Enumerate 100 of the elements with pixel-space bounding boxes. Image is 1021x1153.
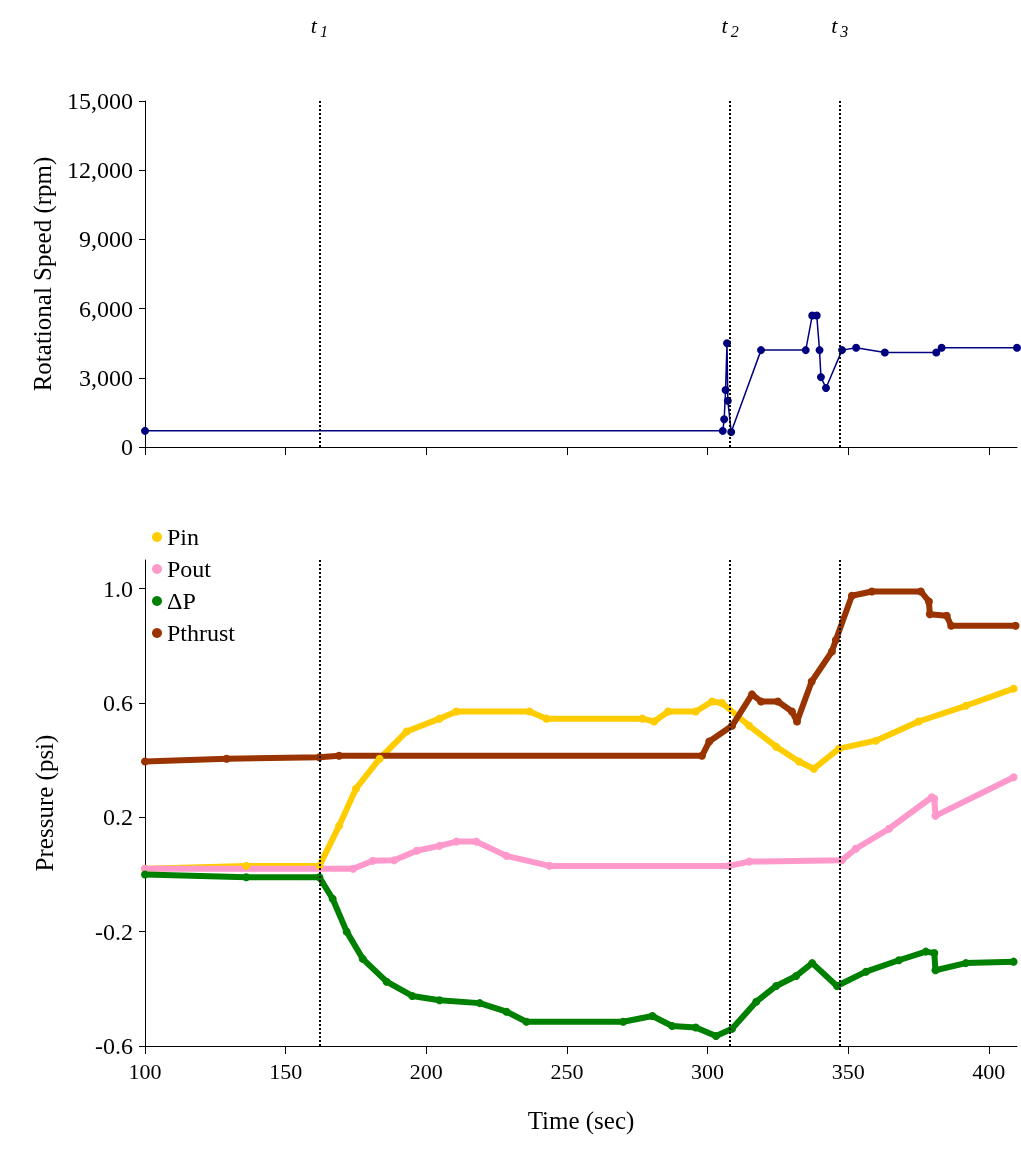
- x-axis-title: Time (sec): [527, 1107, 635, 1135]
- point: [852, 343, 861, 352]
- point: [815, 346, 824, 355]
- point: [328, 894, 337, 903]
- point: [1009, 773, 1018, 782]
- point: [717, 698, 726, 707]
- point: [351, 784, 360, 793]
- y-tick-label: 1.0: [103, 575, 133, 602]
- point: [1011, 621, 1020, 630]
- point: [435, 841, 444, 850]
- point: [408, 991, 417, 1000]
- point: [335, 751, 344, 760]
- point: [435, 714, 444, 723]
- point: [795, 757, 803, 766]
- point: [358, 954, 367, 963]
- point: [932, 348, 941, 357]
- x-tick-label: 150: [269, 1058, 303, 1084]
- point: [242, 873, 251, 882]
- point: [745, 857, 754, 866]
- point: [801, 346, 810, 355]
- point: [475, 999, 484, 1008]
- point: [961, 701, 970, 710]
- x-tick-label: 300: [691, 1058, 725, 1084]
- point: [141, 870, 149, 879]
- point: [648, 1011, 657, 1020]
- point: [619, 1017, 628, 1026]
- point: [885, 824, 894, 833]
- point: [452, 707, 461, 716]
- point: [718, 426, 727, 435]
- point: [921, 947, 930, 956]
- point: [925, 610, 934, 619]
- point: [809, 764, 818, 773]
- point: [871, 736, 880, 745]
- point: [924, 597, 933, 606]
- legend-label: Pin: [167, 524, 200, 550]
- point: [691, 1023, 700, 1032]
- point: [1013, 343, 1021, 352]
- point: [822, 383, 830, 392]
- point: [914, 717, 923, 726]
- y-tick-label: 0: [121, 434, 133, 460]
- point: [1009, 957, 1018, 966]
- point: [723, 339, 731, 348]
- point: [931, 966, 940, 975]
- point: [335, 821, 344, 830]
- point: [894, 956, 903, 965]
- y-axis-title: Pressure (psi): [31, 734, 59, 872]
- point: [916, 587, 925, 596]
- point: [961, 959, 970, 968]
- point: [757, 697, 766, 706]
- point: [745, 721, 754, 730]
- point: [942, 611, 951, 620]
- point: [349, 864, 358, 873]
- point: [792, 971, 801, 980]
- y-tick-label: -0.2: [95, 918, 133, 945]
- point: [705, 737, 714, 746]
- point: [542, 714, 551, 723]
- x-tick-label: 100: [128, 1058, 162, 1084]
- legend-label: ΔP: [167, 588, 196, 614]
- point: [847, 591, 856, 600]
- point: [947, 621, 956, 630]
- point: [787, 707, 796, 716]
- point: [831, 636, 840, 645]
- point: [721, 386, 730, 395]
- point: [757, 346, 766, 355]
- point: [720, 415, 729, 424]
- point: [861, 967, 870, 976]
- point: [1009, 684, 1018, 693]
- point: [522, 1017, 531, 1026]
- point: [242, 861, 251, 870]
- point: [638, 714, 647, 723]
- point: [141, 426, 149, 435]
- point: [502, 851, 511, 860]
- y-tick-label: 15,000: [67, 88, 133, 114]
- point: [827, 647, 836, 656]
- legend-label: Pthrust: [167, 620, 236, 646]
- point: [880, 348, 889, 357]
- point: [402, 727, 411, 736]
- x-tick-label: 400: [972, 1058, 1006, 1084]
- point: [382, 977, 391, 986]
- point: [375, 754, 384, 763]
- y-tick-label: 0.6: [103, 689, 133, 716]
- point: [712, 1032, 721, 1040]
- point: [752, 997, 761, 1006]
- y-axis-title: Rotational Speed (rpm): [29, 156, 57, 392]
- y-tick-label: -0.6: [95, 1033, 133, 1059]
- point: [412, 846, 421, 855]
- point: [772, 981, 781, 990]
- point: [867, 587, 876, 596]
- point: [472, 837, 481, 846]
- point: [697, 751, 706, 760]
- point: [816, 373, 825, 382]
- x-tick-label: 200: [409, 1058, 443, 1084]
- legend-label: Pout: [167, 556, 212, 582]
- point: [832, 981, 841, 990]
- point: [668, 1021, 677, 1030]
- point: [851, 844, 860, 853]
- point: [452, 837, 461, 846]
- x-tick-label: 350: [831, 1058, 865, 1084]
- y-tick-label: 9,000: [79, 226, 133, 253]
- y-tick-label: 6,000: [79, 295, 133, 322]
